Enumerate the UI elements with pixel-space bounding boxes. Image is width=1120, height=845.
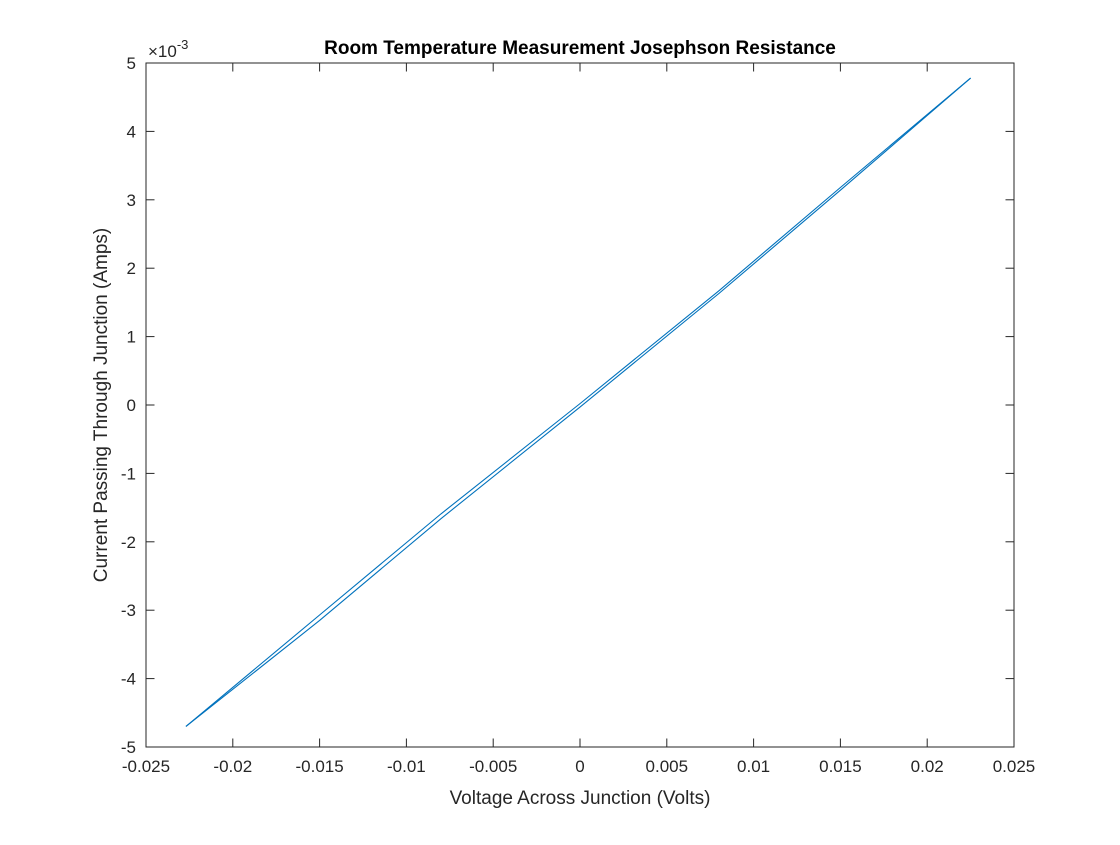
x-tick-label: 0.02 xyxy=(911,757,944,776)
y-tick-label: 4 xyxy=(127,122,136,141)
y-axis-exponent-power: -3 xyxy=(177,37,189,52)
plot-frame xyxy=(145,62,1015,748)
x-tick-label: -0.025 xyxy=(122,757,170,776)
x-tick-label: 0.01 xyxy=(737,757,770,776)
x-tick-label: -0.02 xyxy=(213,757,252,776)
x-tick-label: 0 xyxy=(575,757,584,776)
y-tick-label: 2 xyxy=(127,259,136,278)
series-layer xyxy=(185,77,971,727)
y-tick-label: -4 xyxy=(121,670,136,689)
y-tick-label: -5 xyxy=(121,738,136,757)
y-tick-label: -3 xyxy=(121,601,136,620)
series-line-2 xyxy=(185,77,971,727)
y-axis-label: Current Passing Through Junction (Amps) xyxy=(91,228,112,582)
y-axis-exponent: ×10-3 xyxy=(148,37,188,61)
x-tick-label: 0.015 xyxy=(819,757,862,776)
x-tick-label: -0.015 xyxy=(295,757,343,776)
x-axis-label: Voltage Across Junction (Volts) xyxy=(450,788,711,809)
y-tick-label: -1 xyxy=(121,464,136,483)
x-tick-label: 0.005 xyxy=(646,757,689,776)
y-tick-label: 5 xyxy=(127,54,136,73)
y-tick-label: 0 xyxy=(127,396,136,415)
y-tick-label: 1 xyxy=(127,328,136,347)
y-ticks: -5 -4 -3 -2 -1 0 1 2 3 4 5 xyxy=(121,54,1014,757)
x-tick-label: 0.025 xyxy=(993,757,1036,776)
plot-background xyxy=(146,63,1014,747)
chart-title: Room Temperature Measurement Josephson R… xyxy=(324,38,836,59)
y-tick-label: 3 xyxy=(127,191,136,210)
series-line-1 xyxy=(185,77,971,727)
x-tick-label: -0.005 xyxy=(469,757,517,776)
x-ticks: -0.025 -0.02 -0.015 -0.01 -0.005 0 0.005 0.01 0.… xyxy=(122,63,1035,776)
x-tick-label: -0.01 xyxy=(387,757,426,776)
y-tick-label: -2 xyxy=(121,533,136,552)
y-axis-exponent-base: ×10 xyxy=(148,42,177,61)
